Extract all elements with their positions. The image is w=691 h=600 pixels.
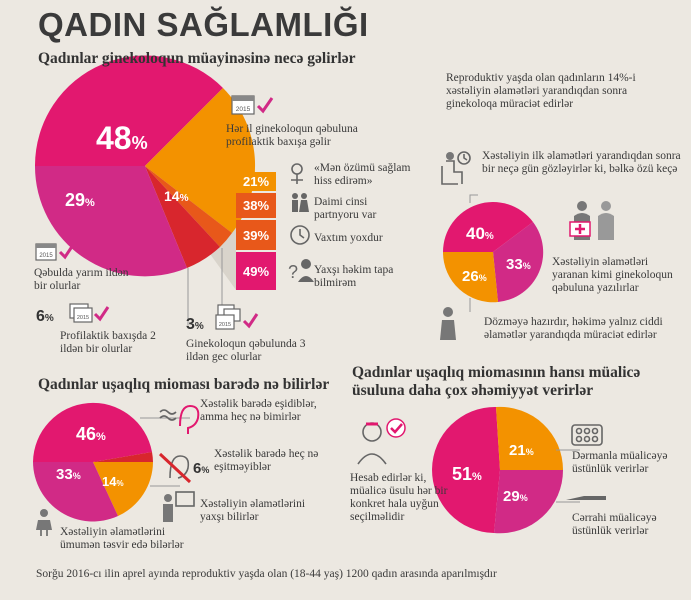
label-29b: Cərrahi müalicəyə üstünlük verirlər: [572, 512, 657, 537]
calendar-check-icon-3: 2015: [69, 303, 110, 323]
slice-visits-6: [145, 166, 220, 268]
slice-treatment-21: [496, 406, 564, 470]
slice-symptoms-40: [443, 201, 533, 252]
bar-21: [236, 172, 276, 191]
label-48: Hər il ginekoloqun qəbuluna profilaktik …: [226, 123, 358, 148]
woman-icon: [36, 509, 52, 536]
calendar-check-icon: 2015: [231, 95, 274, 115]
doctor-check-icon: [357, 418, 406, 465]
waiting-woman-icon: [441, 151, 471, 185]
label-3: Ginekoloqun qəbulunda 3 ildən gec olurla…: [186, 338, 306, 363]
svg-text:2015: 2015: [236, 106, 251, 113]
section2-intro: Reproduktiv yaşda olan qadınların 14%-i …: [446, 72, 636, 110]
label-51: Hesab edirlər ki, müalicə üsulu hər bir …: [350, 472, 448, 523]
teacher-board-icon: [163, 491, 195, 522]
bar-label-39: 39%: [243, 228, 269, 243]
pct-14: 14%: [164, 188, 189, 204]
pct-46: 46%: [76, 424, 106, 444]
label-26: Dözməyə hazırdır, həkimə yalnız ciddi əl…: [484, 316, 663, 341]
label-33b: Xəstəliyin əlamətləri yaranan kimi ginek…: [552, 256, 673, 294]
label-21: Dərmanla müalicəyə üstünlük verirlər: [572, 450, 668, 475]
slice-visits-3: [145, 166, 232, 247]
label-33c: Xəstəliyin əlamətlərini ümumən təsvir ed…: [60, 526, 184, 551]
crossed-ear-icon: [158, 452, 192, 484]
pct-26: 26%: [462, 268, 487, 285]
pill-pack-icon: [571, 424, 603, 446]
pct-14b: 14%: [102, 474, 124, 489]
slice-knowledge-14: [93, 462, 153, 516]
calendar-check-icon-4: 2015: [215, 304, 259, 330]
slice-visits-14: [145, 88, 256, 233]
label-46: Xəstəlik barədə eşidiblər, amma heç nə b…: [200, 398, 317, 423]
svg-text:2015: 2015: [39, 253, 53, 259]
pct-6b: 6%: [193, 460, 210, 477]
reason-label-3: Vaxtım yoxdur: [314, 232, 383, 244]
calendar-check-icon-2: 2015: [35, 243, 75, 261]
bar-label-21: 21%: [243, 174, 269, 189]
pct-21: 21%: [509, 442, 534, 459]
svg-text:?: ?: [288, 262, 298, 282]
slice-knowledge-46: [33, 402, 152, 462]
label-6b: Xəstəlik barədə heç nə eşitməyiblər: [214, 448, 319, 473]
reason-label-2: Daimi cinsi partnyoru var: [314, 196, 377, 221]
slice-symptoms-26: [442, 252, 498, 303]
section4-heading-line1: Qadınlar uşaqlıq miomasının hansı müalic…: [352, 364, 641, 381]
pct-51: 51%: [452, 464, 482, 484]
bar-39: [236, 220, 276, 250]
pie-symptoms: [442, 194, 544, 312]
leader-symptoms-40: [469, 194, 478, 203]
pct-40: 40%: [466, 224, 494, 243]
ear-icon: [159, 404, 200, 434]
pct-33b: 33%: [506, 256, 531, 273]
slice-visits-29: [34, 166, 188, 277]
slice-treatment-29: [494, 470, 564, 534]
bar-label-49: 49%: [243, 264, 269, 279]
footnote: Sorğu 2016-cı ilin aprel ayında reproduk…: [36, 568, 497, 580]
couple-icon: [292, 193, 309, 212]
pct-6: 6%: [36, 308, 54, 325]
pct-29b: 29%: [503, 488, 528, 505]
pct-29: 29%: [65, 190, 95, 210]
pct-3: 3%: [186, 316, 204, 333]
pct-33c: 33%: [56, 466, 81, 483]
label-40: Xəstəliyin ilk əlamətləri yarandıqdan so…: [482, 150, 681, 175]
bar-49: [236, 252, 276, 290]
label-29: Qəbulda yarım ildən bir olurlar: [34, 267, 129, 292]
clock-icon: [290, 225, 310, 245]
section3-heading: Qadınlar uşaqlıq mioması barədə nə bilir…: [38, 376, 330, 393]
slice-symptoms-33: [493, 222, 544, 302]
page-title: QADIN SAĞLAMLIĞI: [38, 6, 369, 43]
doctor-patient-icon: [569, 201, 614, 240]
pie-visits: [34, 55, 256, 325]
slice-knowledge-33: [33, 462, 118, 522]
section1-heading: Qadınlar ginekoloqun müayinəsinə necə gə…: [38, 50, 356, 67]
woman-pain-icon: [440, 307, 456, 340]
section4-heading-line2: üsuluna daha çox əhəmiyyət verirlər: [352, 382, 594, 399]
pie-treatment: [432, 406, 580, 534]
reason-label-4: Yaxşı həkim tapa bilmirəm: [314, 264, 394, 289]
doctor-question-icon: ?: [288, 259, 314, 282]
label-6: Profilaktik baxışda 2 ildən bir olurlar: [60, 330, 156, 355]
section4-heading: Qadınlar uşaqlıq miomasının hansı müalic…: [352, 364, 682, 400]
scalpel-icon: [566, 496, 606, 500]
bar-reasons: 21% 38% 39% 49%: [236, 172, 276, 290]
pie-myoma-knowledge: [33, 402, 190, 522]
slice-treatment-51: [432, 406, 500, 533]
pct-48: 48%: [96, 120, 148, 156]
ok-hand-icon: [291, 163, 303, 184]
slice-visits-48: [34, 55, 223, 166]
slice-knowledge-6: [93, 452, 153, 462]
svg-text:2015: 2015: [77, 315, 89, 321]
bar-38: [236, 193, 276, 218]
label-14b: Xəstəliyin əlamətlərini yaxşı bilirlər: [200, 498, 306, 523]
svg-text:2015: 2015: [219, 322, 231, 328]
reason-label-1: «Mən özümü sağlam hiss edirəm»: [314, 162, 411, 187]
bar-label-38: 38%: [243, 198, 269, 213]
